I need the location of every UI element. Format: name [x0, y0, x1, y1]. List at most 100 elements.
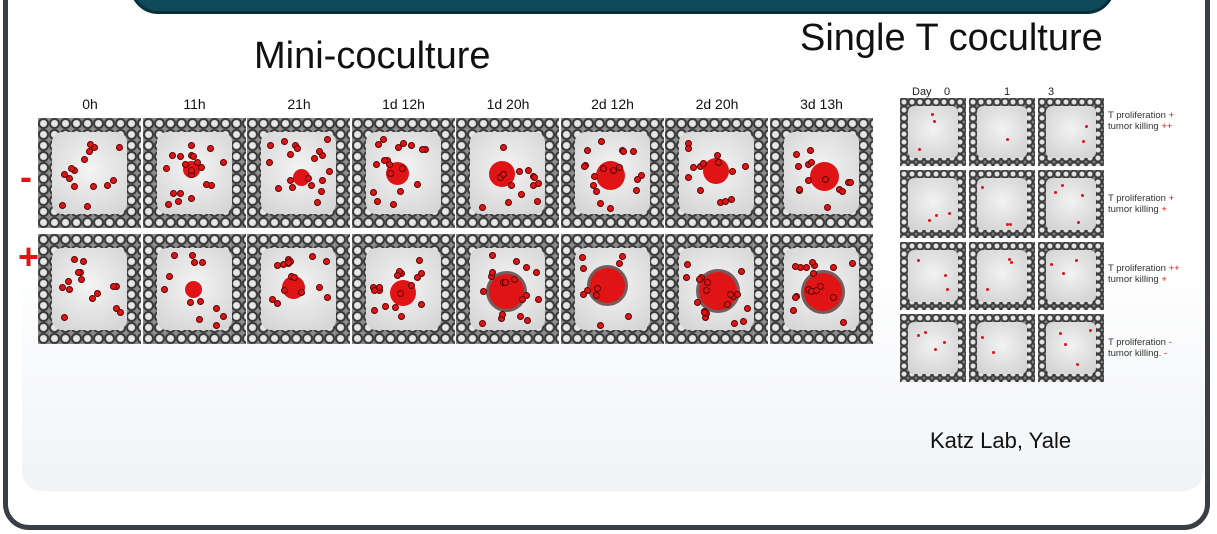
- cell-dot: [187, 298, 195, 306]
- cell-dot: [65, 175, 73, 183]
- cell-dot: [931, 112, 935, 116]
- cell-dot: [580, 163, 588, 171]
- cell-dot: [804, 176, 812, 184]
- cell-dot: [807, 147, 815, 155]
- cell-dot: [394, 271, 402, 279]
- cell-dot: [64, 278, 72, 286]
- cell-dot: [379, 136, 387, 144]
- row-sign-minus: -: [20, 156, 32, 197]
- proliferation-mark: +: [1168, 193, 1175, 204]
- cell-dot: [417, 300, 425, 308]
- cell-dot: [683, 261, 691, 269]
- cell-dot: [160, 286, 168, 294]
- cell-dot: [1081, 139, 1085, 143]
- single-microscopy-tile: [969, 170, 1035, 238]
- cell-dot: [523, 263, 531, 271]
- cell-dot: [187, 194, 195, 202]
- cell-dot: [408, 142, 416, 150]
- cell-dot: [981, 186, 985, 190]
- cell-dot: [195, 315, 203, 323]
- cell-dot: [981, 335, 985, 339]
- cell-dot: [81, 155, 89, 163]
- cell-dot: [75, 268, 83, 276]
- single-microscopy-tile: [1038, 170, 1104, 238]
- cell-dot: [830, 264, 838, 272]
- cell-dot: [370, 188, 378, 196]
- single-t-coculture-title: Single T coculture: [800, 17, 1103, 59]
- cell-dot: [516, 312, 524, 320]
- cell-dot: [518, 296, 526, 304]
- day-label-0: 0: [944, 86, 951, 98]
- cell-dot: [728, 195, 736, 203]
- cell-dot: [689, 164, 697, 172]
- cell-dot: [316, 147, 324, 155]
- killing-label: tumor killing.: [1108, 348, 1162, 359]
- cell-dot: [267, 141, 275, 149]
- cell-dot: [489, 268, 497, 276]
- cell-dot: [500, 144, 508, 152]
- cell-dot: [202, 181, 210, 189]
- killing-mark: +: [1161, 274, 1167, 285]
- cell-dot: [523, 292, 531, 300]
- cell-dot: [182, 160, 190, 168]
- cell-dot: [290, 273, 298, 281]
- cell-dot: [319, 177, 327, 185]
- cell-dot: [923, 331, 927, 335]
- microscopy-tile: [560, 118, 664, 228]
- cell-dot: [79, 258, 87, 266]
- cell-dot: [285, 259, 293, 267]
- cell-dot: [1062, 272, 1066, 276]
- cell-dot: [501, 278, 509, 286]
- cell-dot: [1010, 260, 1014, 264]
- killing-label: tumor killing: [1108, 274, 1159, 285]
- cell-dot: [391, 303, 399, 311]
- cell-dot: [592, 187, 600, 195]
- cell-dot: [323, 293, 331, 301]
- cell-dot: [516, 168, 524, 176]
- microscopy-tile: [351, 234, 455, 344]
- cell-dot: [273, 262, 281, 270]
- single-microscopy-tile: [900, 314, 966, 382]
- cell-dot: [110, 177, 118, 185]
- cell-dot: [190, 258, 198, 266]
- cell-dot: [268, 296, 276, 304]
- cell-dot: [116, 144, 124, 152]
- cell-dot: [714, 159, 722, 167]
- cell-dot: [701, 308, 709, 316]
- cell-dot: [273, 299, 281, 307]
- culture-well: [1046, 322, 1096, 374]
- cell-dot: [488, 252, 496, 260]
- culture-well: [1046, 178, 1096, 230]
- cell-dot: [1081, 193, 1085, 197]
- cell-dot: [508, 181, 516, 189]
- cell-dot: [196, 298, 204, 306]
- culture-well: [977, 178, 1027, 230]
- cell-dot: [730, 319, 738, 327]
- cell-dot: [695, 276, 703, 284]
- cell-dot: [88, 294, 96, 302]
- cell-dot: [90, 183, 98, 191]
- cell-dot: [823, 203, 831, 211]
- cell-dot: [534, 295, 542, 303]
- cell-dot: [624, 312, 632, 320]
- cell-dot: [733, 291, 741, 299]
- single-microscopy-tile: [969, 242, 1035, 310]
- cell-dot: [170, 252, 178, 260]
- time-label: 21h: [287, 96, 311, 112]
- culture-well: [908, 250, 958, 302]
- cell-dot: [413, 180, 421, 188]
- cell-dot: [177, 189, 185, 197]
- header-bar: [130, 0, 1115, 14]
- cell-dot: [830, 293, 838, 301]
- cell-dot: [532, 268, 540, 276]
- day-prefix: Day: [912, 86, 932, 98]
- cell-dot: [592, 291, 600, 299]
- cell-dot: [109, 282, 117, 290]
- cell-dot: [60, 170, 68, 178]
- cell-dot: [386, 170, 394, 178]
- cell-dot: [517, 191, 525, 199]
- cell-dot: [479, 319, 487, 327]
- cell-dot: [525, 166, 533, 174]
- cell-dot: [942, 340, 946, 344]
- cell-dot: [220, 313, 228, 321]
